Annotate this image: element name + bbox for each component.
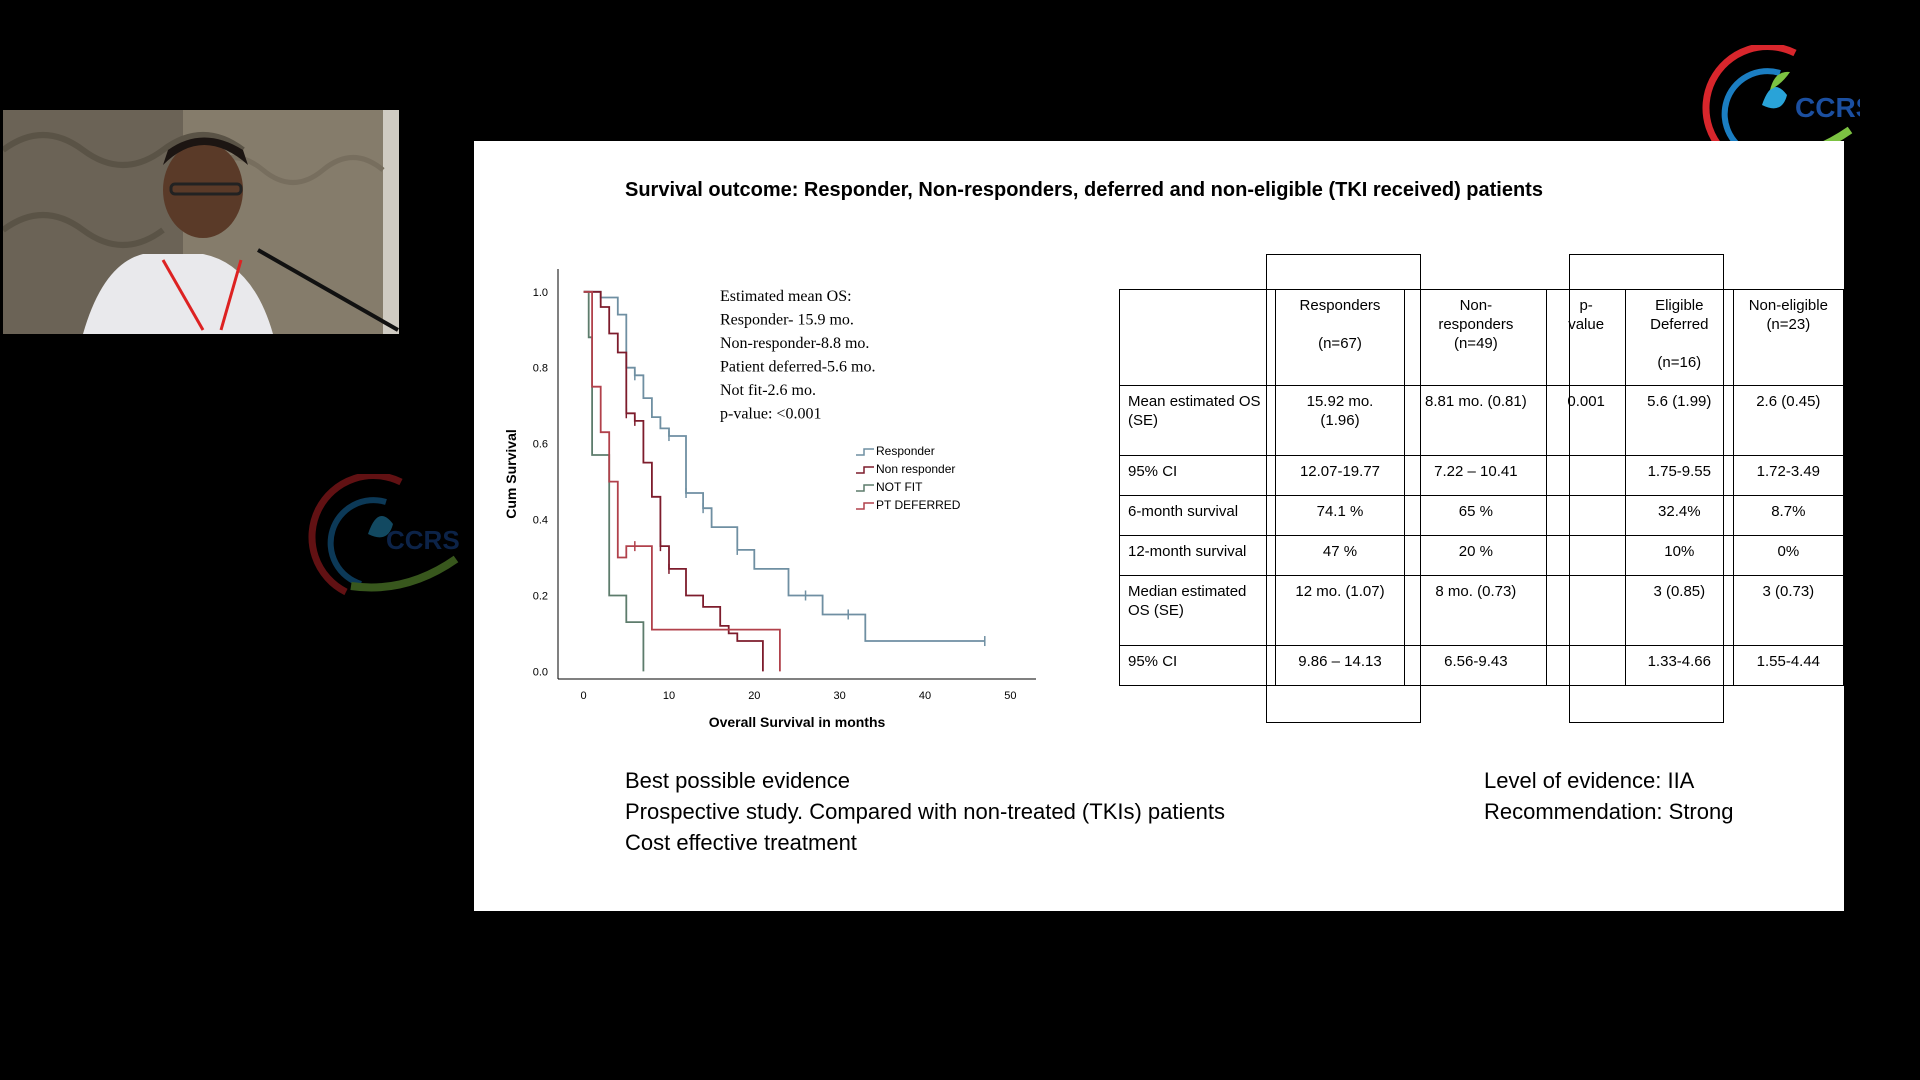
recommendation-text: Recommendation: Strong (1484, 799, 1734, 824)
legend-label: NOT FIT (876, 480, 923, 494)
x-tick-label: 50 (1004, 690, 1016, 702)
x-tick-label: 30 (834, 690, 846, 702)
table-cell (1546, 575, 1626, 646)
slide-title: Survival outcome: Responder, Non-respond… (625, 179, 1543, 201)
y-tick-label: 1.0 (533, 287, 548, 299)
table-cell: 10% (1624, 535, 1734, 576)
table-cell (1546, 495, 1626, 536)
table-cell: 3 (0.73) (1732, 575, 1845, 646)
annotation-line: Patient deferred-5.6 mo. (720, 359, 876, 376)
speaker-video-thumbnail (3, 110, 399, 334)
y-tick-label: 0.8 (533, 363, 548, 375)
table-cell: 1.75-9.55 (1624, 455, 1734, 496)
table-cell: 3 (0.85) (1624, 575, 1734, 646)
annotation-line: p-value: <0.001 (720, 406, 821, 423)
table-header-row: Responders (n=67) Non- responders (n=49) p… (1119, 289, 1845, 386)
table-header-cell (1119, 289, 1276, 386)
annotation-line: Non-responder-8.8 mo. (720, 335, 869, 352)
y-tick-label: 0.6 (533, 439, 548, 451)
x-tick-label: 20 (748, 690, 760, 702)
legend-swatch (856, 448, 874, 456)
evidence-notes: Best possible evidence Prospective study… (625, 765, 1225, 858)
table-cell: Median estimated OS (SE) (1119, 575, 1276, 646)
table-cell: 5.6 (1.99) (1624, 385, 1734, 456)
series-line-responder (583, 290, 985, 642)
table-cell: Mean estimated OS (SE) (1119, 385, 1276, 456)
table-row: 6-month survival 74.1 % 65 % 32.4% 8.7% (1119, 495, 1845, 536)
y-tick-label: 0.0 (533, 666, 548, 678)
table-cell: 95% CI (1119, 645, 1276, 686)
note-line: Cost effective treatment (625, 830, 857, 855)
table-cell: 6.56-9.43 (1404, 645, 1548, 686)
table-cell: 65 % (1404, 495, 1548, 536)
table-row: Mean estimated OS (SE) 15.92 mo. (1.96) 8.… (1119, 385, 1845, 456)
table-cell: 8.81 mo. (0.81) (1404, 385, 1548, 456)
annotation-line: Responder- 15.9 mo. (720, 312, 854, 329)
table-cell: 2.6 (0.45) (1732, 385, 1845, 456)
table-cell: 32.4% (1624, 495, 1734, 536)
table-row: Median estimated OS (SE) 12 mo. (1.07) 8 m… (1119, 575, 1845, 646)
table-cell (1546, 455, 1626, 496)
table-row: 12-month survival 47 % 20 % 10% 0% (1119, 535, 1845, 576)
table-header-cell: Non-eligible (n=23) (1732, 289, 1845, 386)
table-cell: 0.001 (1546, 385, 1626, 456)
legend-label: PT DEFERRED (876, 498, 961, 512)
series-line-pt-deferred (583, 290, 781, 672)
evidence-level-text: Level of evidence: IIA (1484, 768, 1695, 793)
table-header-cell: Responders (n=67) (1274, 289, 1406, 386)
table-cell: 47 % (1274, 535, 1406, 576)
legend-label: Non responder (876, 462, 955, 476)
table-header-cell: Non- responders (n=49) (1404, 289, 1548, 386)
table-cell (1546, 645, 1626, 686)
legend-swatch (856, 502, 874, 510)
kaplan-meier-chart: 0 10 20 30 40 50 0.0 0.2 0.4 0.6 0.8 1.0 Overall Sur… (503, 269, 1036, 730)
table-cell: 1.55-4.44 (1732, 645, 1845, 686)
legend-swatch (856, 466, 874, 474)
x-tick-label: 10 (663, 690, 675, 702)
svg-text:CCRS: CCRS (1795, 92, 1860, 123)
annotation-line: Not fit-2.6 mo. (720, 382, 816, 399)
x-axis-label: Overall Survival in months (709, 714, 886, 730)
table-cell: 8 mo. (0.73) (1404, 575, 1548, 646)
legend-label: Responder (876, 444, 935, 458)
table-cell: 12-month survival (1119, 535, 1276, 576)
note-line: Prospective study. Compared with non-tre… (625, 799, 1225, 824)
table-cell: 74.1 % (1274, 495, 1406, 536)
annotation-line: Estimated mean OS: (720, 288, 852, 305)
table-cell: 12 mo. (1.07) (1274, 575, 1406, 646)
survival-table: Responders (n=67) Non- responders (n=49) p… (1119, 289, 1845, 686)
table-cell: 6-month survival (1119, 495, 1276, 536)
table-cell: 95% CI (1119, 455, 1276, 496)
y-tick-label: 0.4 (533, 515, 548, 527)
table-row: 95% CI 12.07-19.77 7.22 – 10.41 1.75-9.55 1.… (1119, 455, 1845, 496)
x-tick-label: 40 (919, 690, 931, 702)
table-cell (1546, 535, 1626, 576)
table-cell: 0% (1732, 535, 1845, 576)
evidence-level: Level of evidence: IIA Recommendation: S… (1484, 765, 1733, 827)
svg-text:CCRS: CCRS (386, 525, 460, 555)
presentation-slide: Survival outcome: Responder, Non-respond… (474, 141, 1845, 911)
table-cell: 15.92 mo. (1.96) (1274, 385, 1406, 456)
table-header-cell: p- value (1546, 289, 1626, 386)
table-cell: 8.7% (1732, 495, 1845, 536)
y-tick-label: 0.2 (533, 590, 548, 602)
table-row: 95% CI 9.86 – 14.13 6.56-9.43 1.33-4.66 1.55… (1119, 645, 1845, 686)
legend-swatch (856, 484, 874, 492)
table-cell: 1.72-3.49 (1732, 455, 1845, 496)
y-axis-label: Cum Survival (503, 429, 519, 518)
note-line: Best possible evidence (625, 768, 851, 793)
table-header-cell: Eligible Deferred (n=16) (1624, 289, 1734, 386)
series-line-non-responder (583, 290, 764, 672)
table-cell: 12.07-19.77 (1274, 455, 1406, 496)
table-cell: 9.86 – 14.13 (1274, 645, 1406, 686)
x-tick-label: 0 (581, 690, 587, 702)
ccrs-watermark-logo: CCRS (306, 472, 466, 599)
table-cell: 20 % (1404, 535, 1548, 576)
table-cell: 1.33-4.66 (1624, 645, 1734, 686)
table-cell: 7.22 – 10.41 (1404, 455, 1548, 496)
